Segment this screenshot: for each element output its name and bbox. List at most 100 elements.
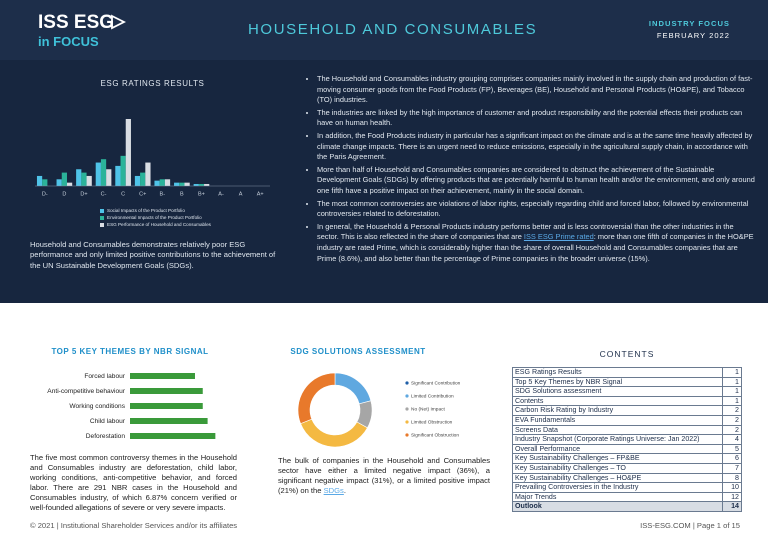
bar bbox=[115, 165, 121, 186]
legend-dot bbox=[405, 407, 409, 411]
legend-dot bbox=[405, 420, 409, 424]
bar bbox=[198, 183, 205, 186]
x-tick-label: B- bbox=[160, 191, 166, 197]
bar bbox=[130, 388, 203, 394]
bar bbox=[159, 179, 165, 186]
page-number: 8 bbox=[722, 472, 742, 484]
contents-row: Overall Performance 5 bbox=[512, 443, 742, 455]
contents-title: CONTENTS bbox=[599, 349, 655, 359]
themes-text: The five most common controversy themes … bbox=[30, 453, 237, 512]
text: . bbox=[343, 486, 346, 495]
page-number: 12 bbox=[722, 491, 742, 503]
sdg-chart: SDG SOLUTIONS ASSESSMENT Significant Cont… bbox=[290, 347, 461, 448]
contents-row: SDG Solutions assessment 1 bbox=[512, 386, 742, 397]
bar bbox=[130, 433, 216, 439]
bullet: In addition, the Food Products industry … bbox=[317, 131, 757, 163]
bar bbox=[130, 418, 208, 424]
x-tick-label: D- bbox=[42, 191, 48, 197]
contents-table: ESG Ratings Results 1 Top 5 Key Themes by … bbox=[512, 367, 742, 512]
logo-icon bbox=[111, 14, 126, 30]
y-tick-label: Anti-competitive behaviour bbox=[47, 388, 126, 395]
sdg-text: The bulk of companies in the Household a… bbox=[278, 456, 490, 496]
chart-title: ESG RATINGS RESULTS bbox=[100, 79, 204, 88]
bar bbox=[130, 373, 195, 379]
legend-label: Environmental Impacts of the Product Por… bbox=[107, 215, 202, 220]
footer-right: ISS-ESG.COM | Page 1 of 15 bbox=[640, 521, 740, 530]
x-tick-label: B bbox=[180, 191, 184, 197]
donut-segment bbox=[297, 372, 336, 425]
bar bbox=[130, 403, 203, 409]
section-name: Screens Data bbox=[512, 424, 723, 436]
page-number: 1 bbox=[722, 386, 742, 397]
bar bbox=[193, 183, 199, 186]
bar bbox=[86, 175, 92, 186]
bar bbox=[66, 182, 73, 186]
bar bbox=[106, 169, 112, 186]
bullet: In general, the Household & Personal Pro… bbox=[317, 222, 757, 264]
bullet: The industries are linked by the high im… bbox=[317, 108, 757, 129]
page-number: 5 bbox=[722, 443, 742, 455]
page-number: 14 bbox=[722, 501, 742, 512]
x-tick-label: C+ bbox=[139, 191, 146, 197]
page-number: 1 bbox=[722, 376, 742, 388]
contents-row: Outlook 14 bbox=[512, 501, 742, 512]
bar bbox=[61, 172, 67, 186]
legend-swatch bbox=[100, 209, 104, 213]
page-number: 2 bbox=[722, 405, 742, 416]
page-number: 1 bbox=[722, 395, 742, 407]
contents-row: ESG Ratings Results 1 bbox=[512, 367, 742, 378]
bar bbox=[81, 172, 87, 186]
x-tick-label: C- bbox=[101, 191, 107, 197]
legend-label: No (Net) Impact bbox=[411, 406, 446, 412]
legend-label: Significant Obstruction bbox=[411, 432, 459, 438]
section-name: Industry Snapshot (Corporate Ratings Uni… bbox=[512, 434, 723, 445]
x-tick-label: D bbox=[62, 191, 66, 197]
esg-chart: ESG RATINGS RESULTS D- D D+ C- C C+ B- B B+ A- A A+ S… bbox=[35, 79, 270, 227]
bar bbox=[174, 182, 180, 186]
contents-row: Screens Data 2 bbox=[512, 424, 742, 436]
text: The bulk of companies in the Household a… bbox=[278, 456, 490, 495]
section-name: Prevailing Controversies in the Industry bbox=[512, 482, 723, 493]
contents-row: Carbon Risk Rating by Industry 2 bbox=[512, 405, 742, 416]
contents-row: EVA Fundamentals 2 bbox=[512, 414, 742, 426]
esg-summary: Household and Consumables demonstrates r… bbox=[30, 240, 276, 270]
bar bbox=[134, 175, 141, 186]
text: : more than one fifth of companies in th… bbox=[317, 232, 754, 263]
chart-title: SDG SOLUTIONS ASSESSMENT bbox=[290, 347, 425, 356]
bar bbox=[36, 175, 43, 186]
page-number: 2 bbox=[722, 414, 742, 426]
legend-label: Limited Contribution bbox=[411, 393, 454, 399]
bullet: The Household and Consumables industry g… bbox=[317, 74, 757, 106]
y-tick-label: Forced labour bbox=[84, 373, 125, 380]
section-name: Outlook bbox=[512, 501, 723, 512]
bar bbox=[95, 162, 101, 186]
section-name: ESG Ratings Results bbox=[512, 367, 723, 378]
section-name: Carbon Risk Rating by Industry bbox=[512, 405, 723, 416]
text: In general, the Household & Personal Pro… bbox=[317, 221, 734, 242]
legend-label: Limited Obstruction bbox=[411, 419, 453, 425]
link[interactable]: ISS ESG Prime rated bbox=[523, 232, 594, 242]
bar bbox=[179, 182, 185, 186]
section-name: Major Trends bbox=[512, 491, 723, 503]
contents-row: Major Trends 12 bbox=[512, 491, 742, 503]
bar bbox=[204, 183, 210, 186]
x-tick-label: C bbox=[121, 191, 125, 197]
page-number: 6 bbox=[722, 453, 742, 464]
legend-label: ESG Performance of Household and Consuma… bbox=[107, 222, 212, 227]
link[interactable]: SDGs bbox=[323, 486, 344, 495]
x-tick-label: D+ bbox=[80, 191, 87, 197]
bar bbox=[76, 169, 82, 186]
legend-swatch bbox=[100, 216, 104, 220]
legend-label: Significant Contribution bbox=[411, 380, 461, 386]
x-tick-label: A bbox=[239, 191, 243, 197]
bar bbox=[125, 119, 131, 186]
section-name: EVA Fundamentals bbox=[512, 414, 723, 426]
page-title: HOUSEHOLD AND CONSUMABLES bbox=[248, 21, 538, 38]
section-name: SDG Solutions assessment bbox=[512, 386, 723, 397]
y-tick-label: Working conditions bbox=[69, 403, 125, 410]
section-name: Contents bbox=[512, 395, 723, 407]
legend-swatch bbox=[100, 223, 104, 227]
page-number: 10 bbox=[722, 482, 742, 493]
bar bbox=[184, 182, 190, 186]
